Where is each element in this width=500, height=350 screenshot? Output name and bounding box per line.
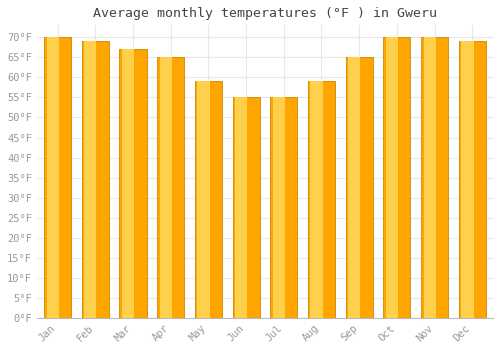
Bar <box>198 82 209 318</box>
Title: Average monthly temperatures (°F ) in Gweru: Average monthly temperatures (°F ) in Gw… <box>93 7 437 20</box>
Bar <box>232 97 260 318</box>
Bar <box>157 57 184 318</box>
Bar <box>384 37 410 318</box>
Bar <box>46 37 59 318</box>
Bar <box>346 57 373 318</box>
Bar <box>235 97 248 318</box>
Bar <box>84 41 96 318</box>
Bar <box>310 82 322 318</box>
Bar <box>44 37 71 318</box>
Bar <box>421 37 448 318</box>
Bar <box>348 57 360 318</box>
Bar <box>195 82 222 318</box>
Bar <box>120 49 146 318</box>
Bar <box>82 41 109 318</box>
Bar <box>308 82 335 318</box>
Bar <box>160 57 172 318</box>
Bar <box>458 41 486 318</box>
Bar <box>424 37 436 318</box>
Bar <box>462 41 473 318</box>
Bar <box>386 37 398 318</box>
Bar <box>273 97 285 318</box>
Bar <box>270 97 297 318</box>
Bar <box>122 49 134 318</box>
